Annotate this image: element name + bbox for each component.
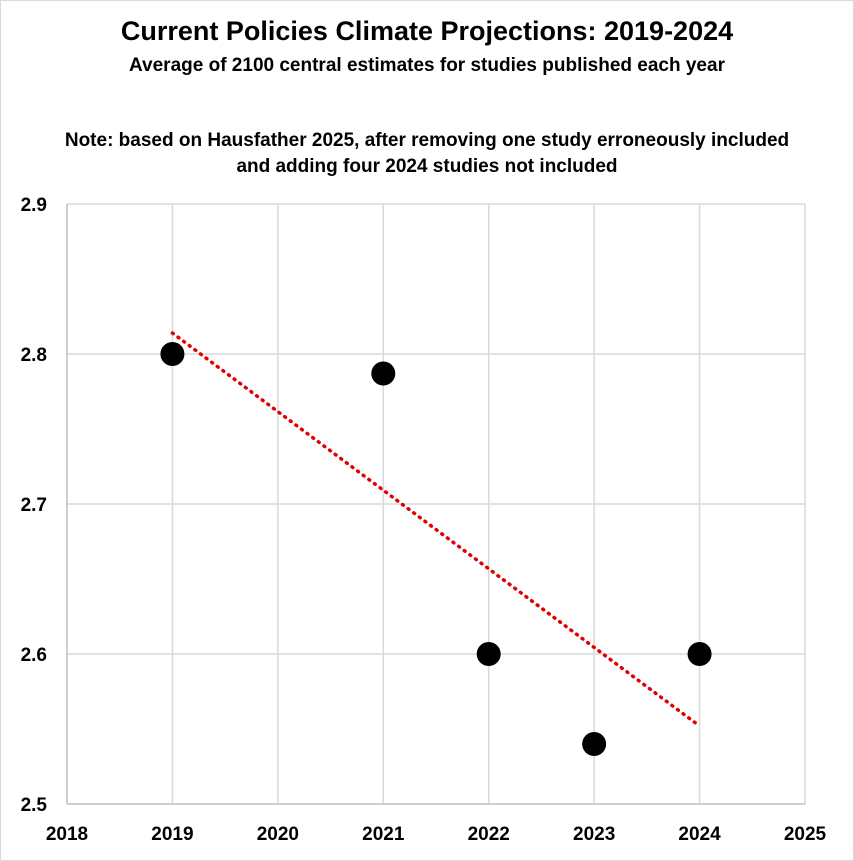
x-tick-label: 2018	[46, 824, 88, 845]
data-point	[160, 342, 185, 366]
x-tick-label: 2020	[257, 824, 299, 845]
data-point	[687, 642, 712, 666]
data-point	[476, 642, 501, 666]
y-tick-label: 2.5	[21, 795, 48, 816]
grid-lines	[67, 203, 806, 804]
x-tick-label: 2022	[468, 824, 510, 845]
y-tick-label: 2.6	[21, 645, 47, 666]
data-point	[371, 361, 396, 386]
chart-subtitle: Average of 2100 central estimates for st…	[129, 55, 725, 76]
y-tick-label: 2.8	[21, 345, 47, 366]
data-point	[582, 732, 607, 756]
x-tick-label: 2019	[151, 824, 193, 845]
data-points	[160, 342, 712, 756]
chart-note: Note: based on Hausfather 2025, after re…	[64, 130, 790, 177]
trendline	[170, 331, 702, 728]
tick-labels: 2018 2019 2020 2021 2022 2023 2024 2025 2.5 2.6 2.…	[21, 195, 827, 845]
y-tick-label: 2.9	[21, 195, 47, 216]
x-tick-label: 2024	[678, 824, 721, 845]
x-tick-label: 2021	[362, 824, 405, 845]
trendline-layer	[170, 331, 702, 728]
x-tick-label: 2025	[784, 824, 827, 845]
x-tick-label: 2023	[573, 824, 615, 845]
axes	[66, 204, 805, 805]
y-tick-label: 2.7	[21, 495, 47, 516]
chart-title: Current Policies Climate Projections: 20…	[120, 16, 734, 46]
